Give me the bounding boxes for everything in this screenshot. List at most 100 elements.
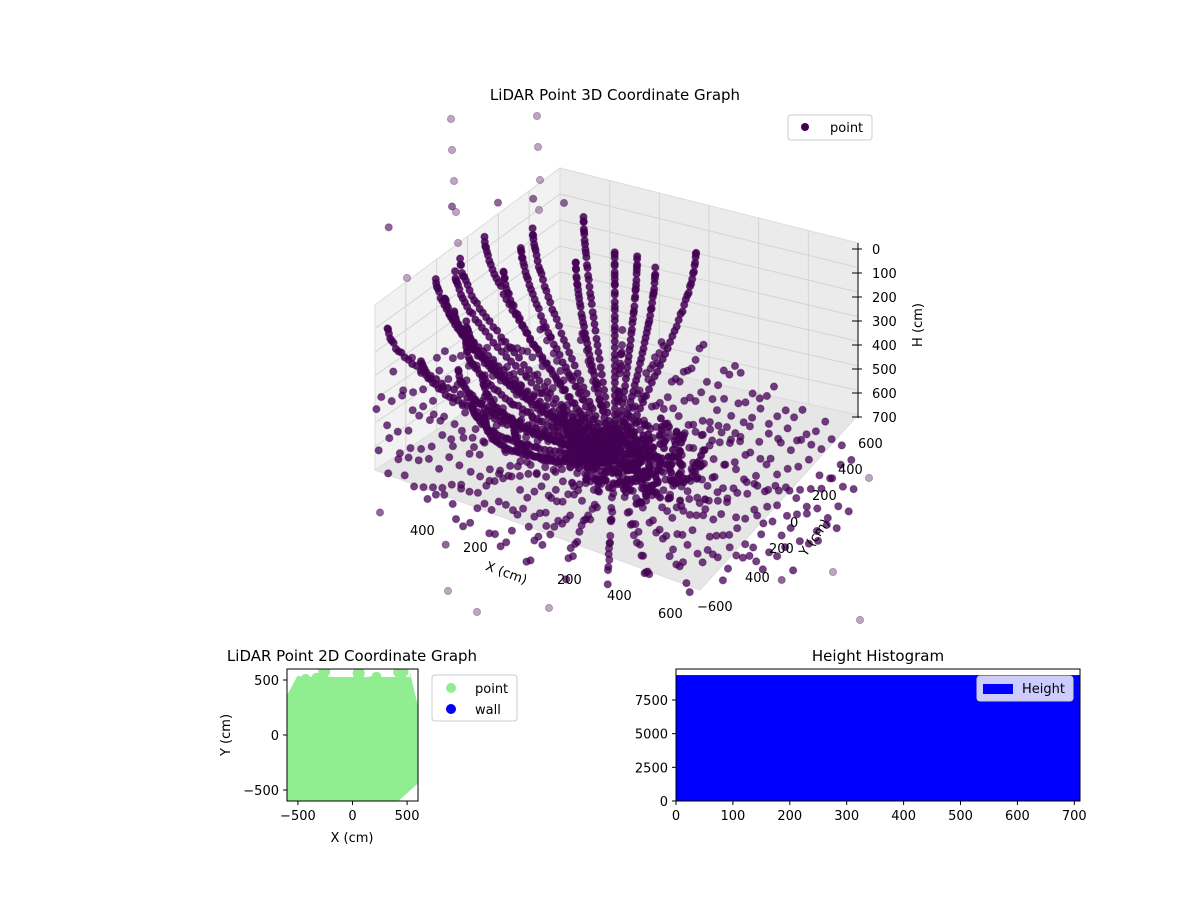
point-3d [402,273,412,283]
point-3d [806,484,815,494]
point-3d [598,378,608,387]
point-3d [712,406,722,415]
point-3d [727,411,736,420]
point-3d [383,324,392,333]
point-3d [473,488,482,497]
point-3d [577,496,587,505]
point-2d [292,693,305,706]
point-3d [692,511,701,520]
point-3d [384,469,393,478]
point-3d [461,339,471,348]
point-3d [515,471,525,481]
point-3d [451,267,460,276]
x-tick-label-3d: 400 [607,589,632,604]
point-3d [559,403,568,412]
legend-3d: point [787,114,873,141]
point-3d [590,320,599,329]
y-tick-label-3d: 0 [790,516,798,531]
point-3d [468,433,477,442]
point-2d [302,731,314,744]
point-3d [528,231,537,240]
point-3d [427,442,436,451]
point-3d [617,348,626,357]
point-3d [675,470,684,479]
point-3d [506,461,515,470]
point-3d [431,490,440,499]
legend-2d-wall-marker [446,704,456,714]
point-3d [645,570,654,579]
x-tick-label-2d: −500 [280,809,316,824]
z-tick-label: 500 [872,363,897,378]
point-3d [532,111,542,121]
point-3d [496,542,505,551]
point-3d [568,451,578,460]
point-3d [394,455,403,464]
point-3d [459,433,468,442]
point-3d [695,462,705,471]
point-3d [535,509,545,518]
point-3d [409,388,418,397]
point-3d [792,494,801,503]
point-3d [773,552,782,561]
point-3d [476,472,485,481]
point-3d [457,426,466,435]
point-3d [558,477,568,486]
point-3d [512,382,521,391]
point-3d [792,436,802,445]
point-3d [639,551,648,560]
point-3d [678,558,688,567]
point-3d [398,391,407,400]
point-3d [604,550,613,559]
legend-2d-point-marker [446,683,456,693]
point-3d [549,399,558,408]
hist-x-tick-label: 600 [1005,809,1030,824]
point-3d [594,348,603,357]
point-3d [756,404,765,413]
point-3d [753,481,762,490]
point-3d [705,418,715,427]
point-3d [813,504,822,513]
point-3d [603,566,613,575]
chart-2d-title: LiDAR Point 2D Coordinate Graph [227,647,477,665]
point-3d [657,425,666,434]
point-3d [697,388,706,397]
point-3d [645,463,654,472]
point-3d [576,376,585,385]
point-3d [467,401,476,410]
point-3d [596,363,605,372]
point-3d [455,461,464,470]
point-3d [713,496,723,505]
point-3d [579,422,588,431]
point-3d [489,323,498,332]
point-3d [607,503,616,513]
point-3d [675,446,684,455]
point-3d [610,297,619,307]
point-3d [736,368,745,377]
points-2d [287,669,418,801]
point-3d [656,414,666,423]
z-tick-label: 700 [872,411,897,426]
point-3d [528,400,537,409]
point-3d [658,503,667,512]
empty-corner [409,669,418,707]
point-3d [741,540,750,549]
x-tick-label-3d: 600 [658,607,683,622]
point-3d [485,529,494,538]
point-3d [557,465,567,474]
legend-2d: point wall [431,674,518,722]
point-3d [441,540,450,549]
point-3d [448,354,457,363]
point-3d [642,391,651,400]
point-3d [473,504,482,513]
hist-x-tick-label: 400 [891,809,916,824]
point-3d [790,413,799,422]
point-3d [591,377,600,386]
point-3d [743,489,752,498]
point-2d [338,749,351,762]
point-2d [287,753,295,766]
point-3d [632,446,641,455]
point-3d [745,422,755,431]
point-3d [574,464,584,473]
point-3d [529,371,539,380]
point-3d [562,575,571,584]
